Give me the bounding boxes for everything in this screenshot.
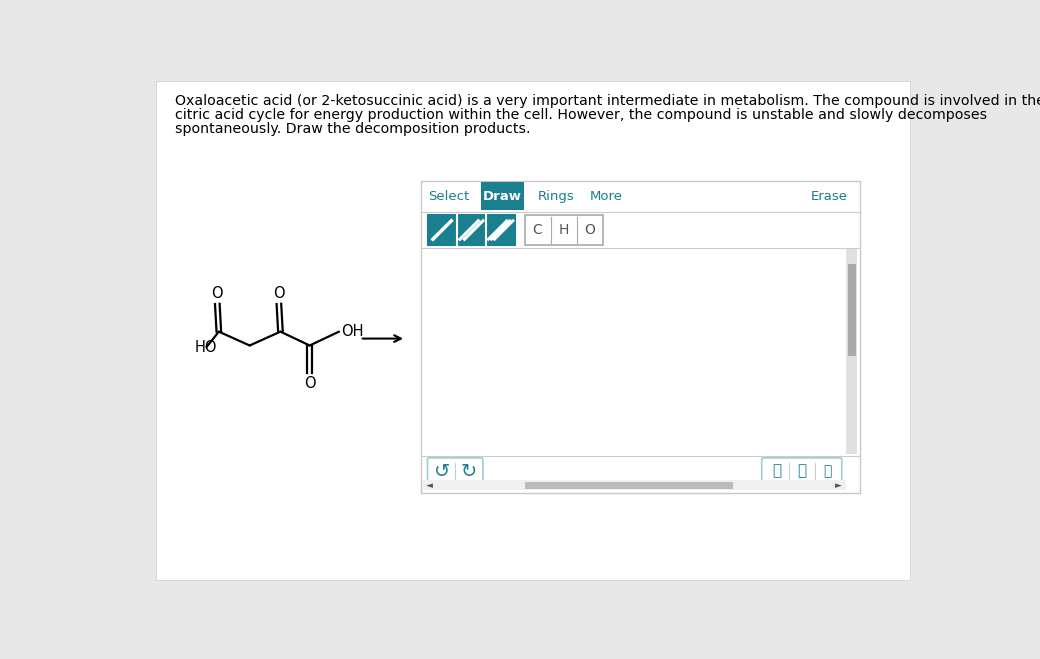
Text: O: O [274, 286, 285, 301]
Text: O: O [584, 223, 596, 237]
Bar [847, 248, 857, 454]
Text: Erase: Erase [811, 190, 848, 202]
Text: 🔍: 🔍 [823, 464, 831, 478]
Bar [480, 183, 524, 210]
Bar [524, 215, 603, 244]
Bar [848, 264, 856, 357]
Text: HO: HO [194, 339, 216, 355]
Bar [525, 482, 733, 489]
Text: OH: OH [341, 324, 364, 339]
Text: Draw: Draw [483, 190, 522, 202]
Text: O: O [304, 376, 315, 391]
FancyBboxPatch shape [427, 458, 483, 484]
Text: O: O [211, 286, 224, 301]
Text: Oxaloacetic acid (or 2-ketosuccinic acid) is a very important intermediate in me: Oxaloacetic acid (or 2-ketosuccinic acid… [175, 94, 1040, 109]
Text: H: H [558, 223, 569, 237]
Text: ↺: ↺ [434, 461, 450, 480]
Bar [422, 480, 846, 490]
Text: More: More [590, 190, 623, 202]
Text: 🔍: 🔍 [772, 463, 781, 478]
Text: spontaneously. Draw the decomposition products.: spontaneously. Draw the decomposition pr… [175, 122, 530, 136]
Text: citric acid cycle for energy production within the cell. However, the compound i: citric acid cycle for energy production … [175, 108, 987, 123]
Text: Select: Select [427, 190, 469, 202]
Text: Rings: Rings [538, 190, 574, 202]
Text: 🔎: 🔎 [798, 463, 806, 478]
Text: ◄: ◄ [425, 481, 433, 490]
Text: ►: ► [835, 481, 842, 490]
Text: C: C [532, 223, 543, 237]
Text: ↻: ↻ [461, 461, 477, 480]
Bar [421, 181, 860, 492]
FancyBboxPatch shape [761, 458, 841, 484]
Bar [427, 215, 515, 244]
FancyBboxPatch shape [156, 82, 910, 581]
